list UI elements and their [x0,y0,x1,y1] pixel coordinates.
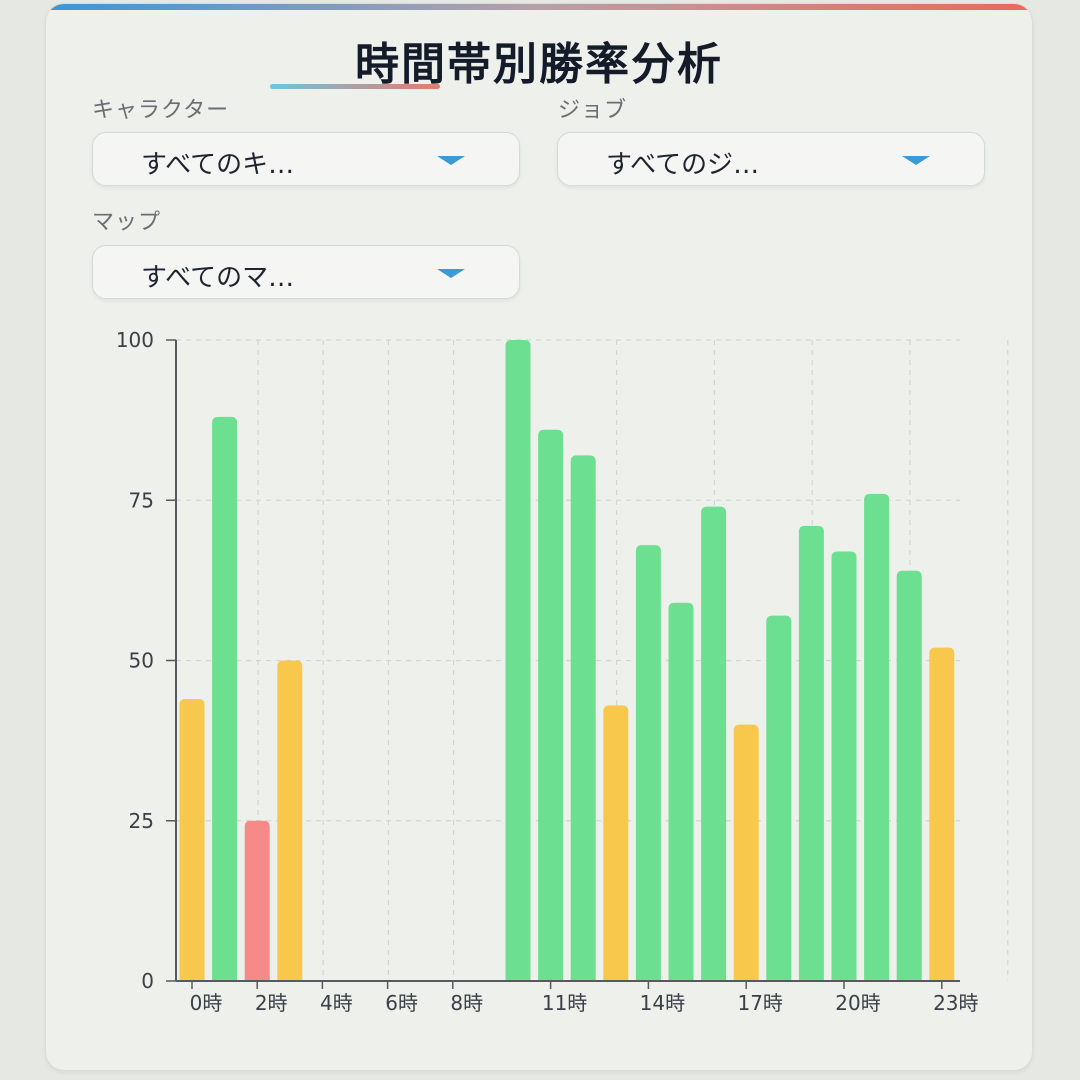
bar-13時[interactable] [603,705,629,981]
character-select-value: すべてのキ… [141,150,295,180]
bar-11時[interactable] [538,429,564,981]
character-filter-label: キャラクター [92,98,230,123]
x-tick-label: 8時 [450,991,483,1015]
y-tick-label: 75 [129,488,154,512]
bar-10時[interactable] [505,340,531,981]
gradient-top-bar [46,4,1032,10]
x-tick-label: 0時 [190,991,223,1015]
bar-17時[interactable] [733,724,759,981]
bar-0時[interactable] [179,698,205,981]
job-select-value: すべてのジ… [606,150,760,180]
chevron-down-icon [437,269,465,278]
bar-21時[interactable] [864,493,890,981]
x-tick-label: 20時 [835,991,880,1015]
bar-12時[interactable] [570,455,596,981]
y-tick-label: 100 [116,328,154,352]
y-tick-label: 25 [129,809,154,833]
title-underline [270,84,440,89]
job-filter-label: ジョブ [558,98,628,123]
bar-18時[interactable] [766,615,792,981]
page-title: 時間帯別勝率分析 [355,39,723,90]
y-tick-label: 50 [129,649,154,673]
x-tick-label: 2時 [255,991,288,1015]
chevron-down-icon [437,156,465,165]
x-tick-label: 17時 [737,991,782,1015]
bar-1時[interactable] [212,416,238,981]
bar-14時[interactable] [635,545,661,981]
x-tick-label: 4時 [320,991,353,1015]
x-tick-label: 14時 [640,991,685,1015]
y-tick-labels: 0 25 50 75 100 [116,328,176,993]
bar-3時[interactable] [277,660,303,982]
bar-16時[interactable] [701,506,727,981]
y-tick-label: 0 [141,969,154,993]
bar-22時[interactable] [896,570,922,981]
bar-23時[interactable] [929,647,955,981]
map-select[interactable]: すべてのマ… [92,245,520,299]
bars [179,340,955,982]
x-tick-label: 23時 [933,991,978,1015]
bar-15時[interactable] [668,602,694,981]
bar-19時[interactable] [798,525,824,981]
x-tick-label: 6時 [385,991,418,1015]
x-tick-labels: 0時 2時 4時 6時 8時 11時 14時 17時 20時 23時 [190,981,979,1015]
map-select-value: すべてのマ… [141,263,295,293]
character-select[interactable]: すべてのキ… [92,132,520,186]
bar-20時[interactable] [831,551,857,981]
chevron-down-icon [902,156,930,165]
bar-2時[interactable] [244,820,270,981]
map-filter-label: マップ [92,210,162,235]
job-select[interactable]: すべてのジ… [557,132,985,186]
x-tick-label: 11時 [542,991,587,1015]
